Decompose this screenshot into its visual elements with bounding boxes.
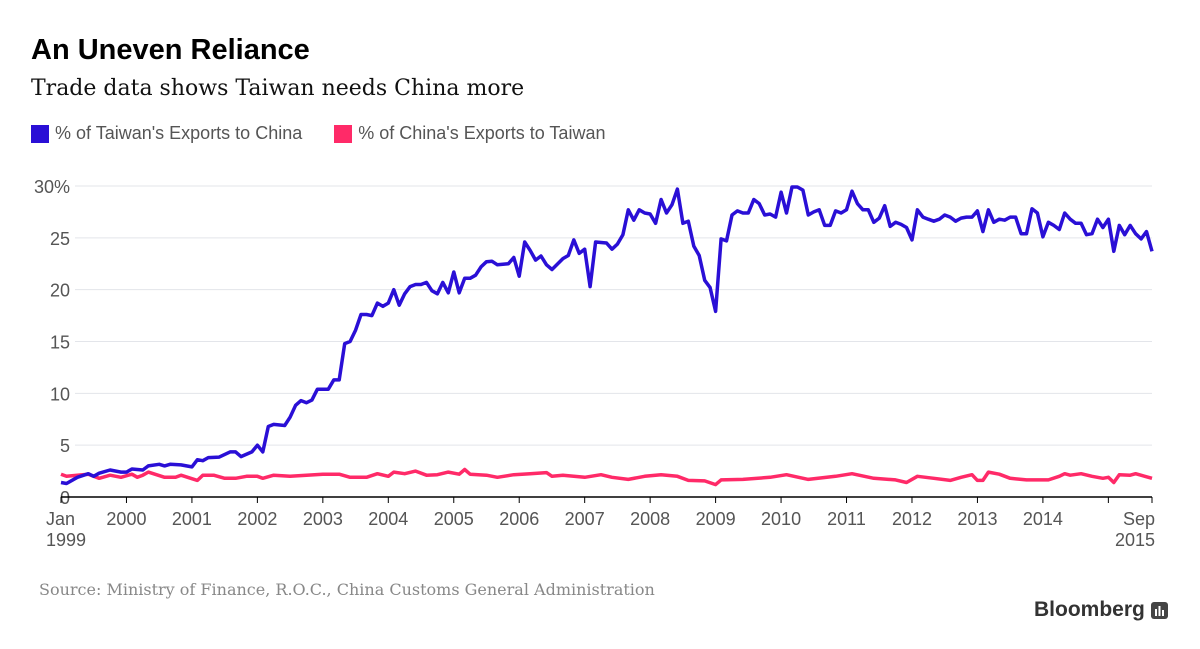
legend-swatch-taiwan (31, 124, 49, 143)
bloomberg-logo: Bloomberg (1034, 598, 1168, 622)
chart-title: An Uneven Reliance (31, 34, 310, 66)
x-tick-label: 2001 (172, 509, 212, 529)
x-tick-label: 2014 (1023, 509, 1063, 529)
legend-item-taiwan: % of Taiwan's Exports to China (31, 123, 302, 144)
y-tick-label: 0 (60, 488, 70, 508)
y-tick-label: 10 (50, 384, 70, 404)
x-tick-label-year: 1999 (46, 530, 86, 550)
x-tick-label: 2013 (957, 509, 997, 529)
y-tick-label: 20 (50, 281, 70, 301)
x-tick-label: 2009 (696, 509, 736, 529)
legend-item-china: % of China's Exports to Taiwan (334, 123, 605, 144)
x-tick-label: 2002 (237, 509, 277, 529)
legend-swatch-china (334, 124, 353, 143)
x-tick-label: 2003 (303, 509, 343, 529)
x-tick-label: 2007 (565, 509, 605, 529)
x-tick-label: 2008 (630, 509, 670, 529)
logo-text: Bloomberg (1034, 598, 1145, 621)
legend: % of Taiwan's Exports to China % of Chin… (31, 123, 605, 144)
y-tick-label: 25 (50, 229, 70, 249)
chart-subtitle: Trade data shows Taiwan needs China more (31, 76, 525, 101)
x-tick-label: 2010 (761, 509, 801, 529)
x-tick-label: Jan (46, 509, 75, 529)
legend-label-china: % of China's Exports to Taiwan (358, 123, 606, 143)
y-tick-label: 5 (60, 436, 70, 456)
source-note: Source: Ministry of Finance, R.O.C., Chi… (39, 580, 655, 599)
x-tick-label: 2004 (368, 509, 408, 529)
series-line-taiwan (60, 185, 1154, 486)
x-tick-label: 2011 (827, 509, 866, 529)
x-tick-label: 2012 (892, 509, 932, 529)
y-tick-label: 30% (34, 177, 70, 197)
y-tick-label: 15 (50, 333, 70, 353)
legend-label-taiwan: % of Taiwan's Exports to China (55, 123, 303, 143)
series-line-china (60, 467, 1153, 487)
x-tick-label: 2005 (434, 509, 474, 529)
x-tick-label: 2006 (499, 509, 539, 529)
bloomberg-chart-icon (1150, 601, 1168, 619)
x-tick-label-year: 2015 (1115, 530, 1155, 550)
x-tick-label: 2000 (106, 509, 146, 529)
x-tick-label: Sep (1123, 509, 1155, 529)
